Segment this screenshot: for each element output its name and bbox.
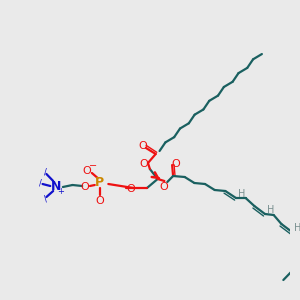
Text: O: O <box>81 182 89 192</box>
Text: N: N <box>51 179 61 193</box>
Text: /: / <box>39 178 42 188</box>
Text: O: O <box>172 159 180 169</box>
Text: H: H <box>267 205 274 215</box>
Text: −: − <box>89 161 97 171</box>
Text: O: O <box>126 184 135 194</box>
Text: /: / <box>44 167 47 176</box>
Text: O: O <box>95 196 104 206</box>
Text: P: P <box>95 176 104 190</box>
Text: H: H <box>238 189 245 199</box>
Text: H: H <box>294 223 300 233</box>
Text: O: O <box>139 141 148 151</box>
Text: O: O <box>140 159 148 169</box>
Text: O: O <box>159 182 168 192</box>
Text: O: O <box>83 166 92 176</box>
Text: +: + <box>58 187 64 196</box>
Text: \: \ <box>44 194 47 203</box>
